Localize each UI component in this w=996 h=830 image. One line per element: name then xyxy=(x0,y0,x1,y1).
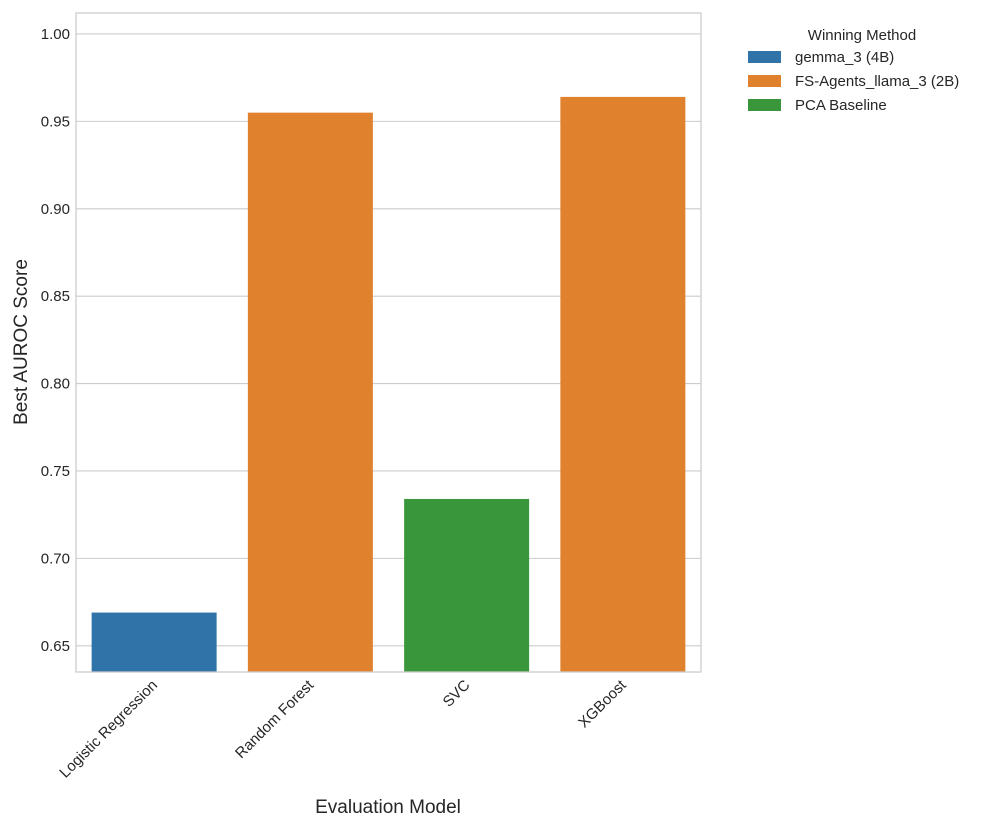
y-tick-label: 0.95 xyxy=(41,113,70,130)
legend-label: gemma_3 (4B) xyxy=(795,49,894,66)
y-tick-label: 0.80 xyxy=(41,376,70,393)
legend-swatch xyxy=(748,75,781,87)
y-axis-title: Best AUROC Score xyxy=(11,259,32,425)
y-tick-label: 0.70 xyxy=(41,550,70,567)
x-tick-labels: Logistic Regression Random Forest SVC XGBoo… xyxy=(56,676,630,781)
legend-swatch xyxy=(748,51,781,63)
y-tick-label: 0.65 xyxy=(41,638,70,655)
bar xyxy=(91,612,217,672)
bars xyxy=(91,96,686,673)
x-axis-title: Evaluation Model xyxy=(315,797,461,818)
x-tick-label: SVC xyxy=(440,677,474,711)
bar xyxy=(560,96,686,672)
legend: Winning Method gemma_3 (4B) FS-Agents_lla… xyxy=(748,27,959,114)
y-tick-label: 0.90 xyxy=(41,201,70,218)
x-tick-label: XGBoost xyxy=(575,676,630,731)
bar xyxy=(404,498,530,672)
plot-frame xyxy=(75,12,702,673)
y-tick-label: 1.00 xyxy=(41,26,70,43)
y-tick-label: 0.85 xyxy=(41,288,70,305)
x-tick-label: Logistic Regression xyxy=(56,677,161,782)
legend-swatch xyxy=(748,99,781,111)
legend-label: PCA Baseline xyxy=(795,97,887,114)
legend-title: Winning Method xyxy=(808,27,916,44)
x-tick-label: Random Forest xyxy=(232,676,318,762)
legend-label: FS-Agents_llama_3 (2B) xyxy=(795,73,959,90)
y-tick-labels: 0.65 0.70 0.75 0.80 0.85 0.90 0.95 1.00 xyxy=(41,26,70,655)
bar xyxy=(247,112,373,673)
y-tick-label: 0.75 xyxy=(41,463,70,480)
